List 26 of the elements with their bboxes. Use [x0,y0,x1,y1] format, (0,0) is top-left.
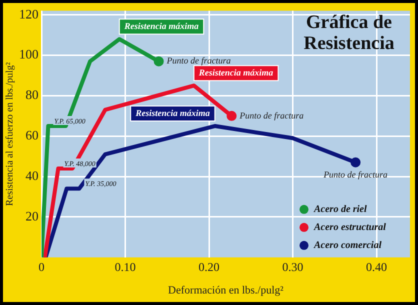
y-axis-title: Resistencia al esfuerzo en lbs./pulg² [4,62,16,206]
y-tick-label: 40 [26,168,38,183]
annotation: Resistencia máxima [198,67,274,78]
x-tick-label: 0.20 [198,260,220,274]
legend-label: Acero de riel [313,204,367,215]
x-axis-title: Deformación en lbs./pulg² [168,284,284,296]
y-tick-label: 80 [26,87,38,102]
y-tick-label: 20 [26,208,38,224]
x-tick-label: 0.30 [282,260,304,274]
annotation: Resistencia máxima [123,20,200,31]
point [154,56,164,66]
annotation: Punto de fractura [238,110,304,120]
point [350,157,361,168]
y-tick-label: 120 [19,6,38,22]
point [226,110,237,121]
annotation: Punto de fractura [322,169,388,180]
x-tick-label: 0.40 [366,260,387,274]
annotation: Resistencia máxima [134,108,210,118]
annotation: Punto de fractura [166,56,232,66]
x-tick-label: 0.10 [114,260,136,274]
text: Gráfica de Resistencia [302,12,396,54]
legend-label: Acero comercial [313,240,382,251]
y-tick-label: 60 [26,128,38,143]
y-tick-label: 100 [19,46,38,62]
legend-label: Acero estructural [313,222,386,233]
x-tick-label: 0 [38,260,44,274]
